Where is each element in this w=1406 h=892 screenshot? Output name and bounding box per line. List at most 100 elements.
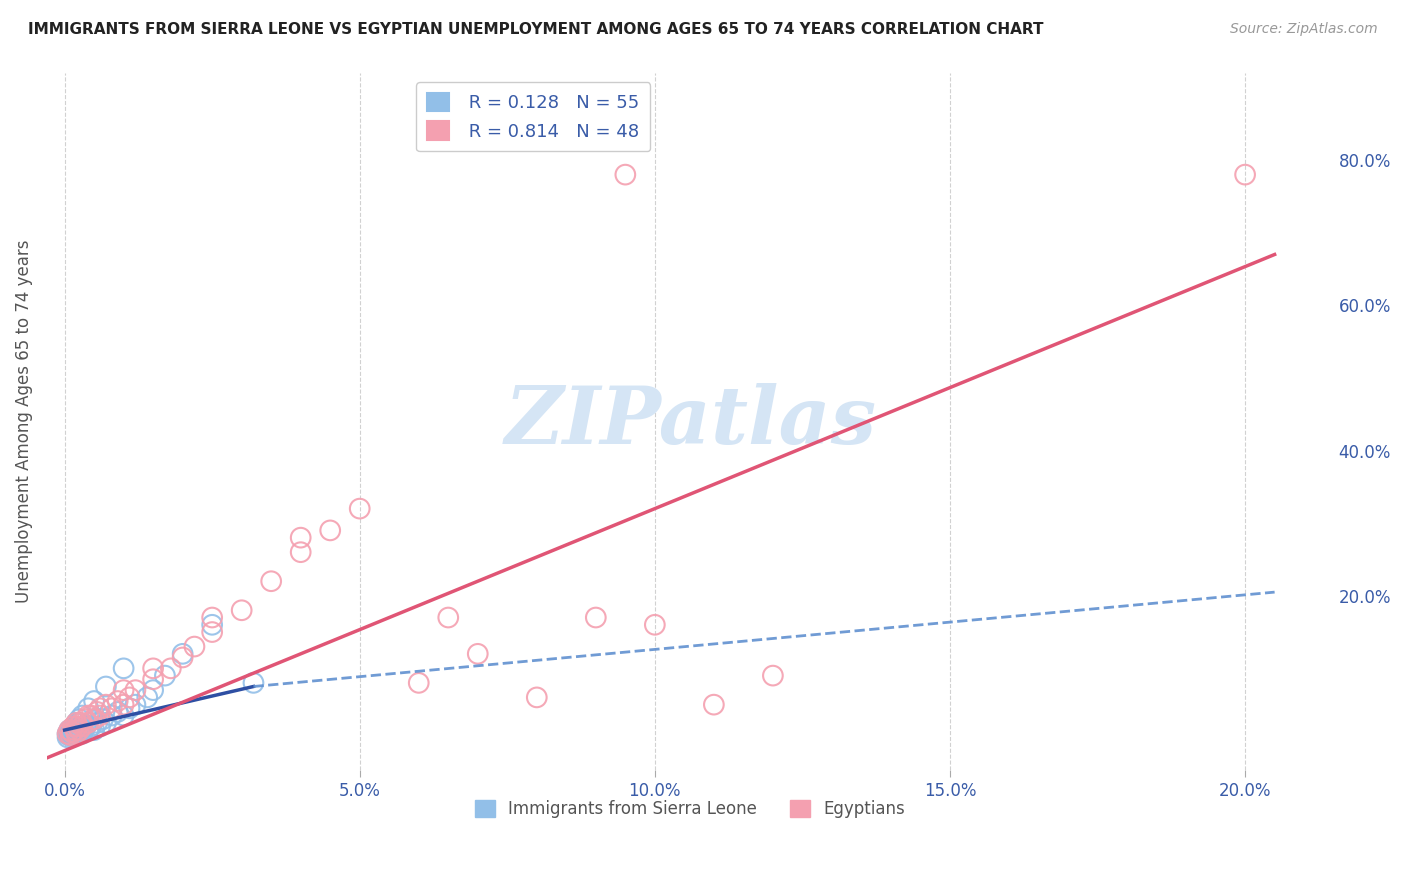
Point <box>56 728 79 742</box>
Point <box>63 727 86 741</box>
Point <box>142 672 165 686</box>
Point <box>83 712 105 726</box>
Point <box>1234 168 1257 182</box>
Point <box>80 708 103 723</box>
Point <box>112 708 135 723</box>
Point <box>65 719 87 733</box>
Point <box>58 727 80 741</box>
Point <box>91 712 114 726</box>
Y-axis label: Unemployment Among Ages 65 to 74 years: Unemployment Among Ages 65 to 74 years <box>15 240 32 603</box>
Point <box>60 725 83 739</box>
Point <box>67 715 90 730</box>
Point <box>703 698 725 712</box>
Point <box>118 701 141 715</box>
Point <box>58 725 80 739</box>
Point <box>75 712 97 726</box>
Point <box>94 680 117 694</box>
Point <box>59 723 82 737</box>
Point <box>62 723 84 737</box>
Point <box>408 676 430 690</box>
Point <box>242 676 264 690</box>
Point <box>58 723 80 737</box>
Point <box>70 715 93 730</box>
Point <box>437 610 460 624</box>
Point <box>94 698 117 712</box>
Point <box>124 683 146 698</box>
Point <box>56 727 79 741</box>
Point <box>62 719 84 733</box>
Point <box>56 731 79 745</box>
Point <box>101 701 124 715</box>
Point <box>260 574 283 589</box>
Point <box>160 661 183 675</box>
Point <box>83 723 105 737</box>
Point <box>59 728 82 742</box>
Point <box>94 715 117 730</box>
Legend: Immigrants from Sierra Leone, Egyptians: Immigrants from Sierra Leone, Egyptians <box>468 793 912 824</box>
Point <box>59 728 82 742</box>
Point <box>112 661 135 675</box>
Point <box>136 690 159 705</box>
Point <box>72 723 94 737</box>
Point <box>201 610 224 624</box>
Point <box>231 603 253 617</box>
Text: ZIPatlas: ZIPatlas <box>505 383 876 460</box>
Point <box>112 683 135 698</box>
Point <box>66 719 89 733</box>
Point <box>60 725 83 739</box>
Point <box>153 668 176 682</box>
Point <box>70 723 93 737</box>
Point <box>65 715 87 730</box>
Point <box>65 727 87 741</box>
Point <box>58 723 80 737</box>
Point <box>65 715 87 730</box>
Point <box>172 647 194 661</box>
Point <box>77 723 100 737</box>
Point <box>526 690 548 705</box>
Point <box>142 683 165 698</box>
Point <box>124 698 146 712</box>
Point <box>183 640 205 654</box>
Point <box>614 168 637 182</box>
Point <box>118 690 141 705</box>
Point <box>59 728 82 742</box>
Point <box>89 708 111 723</box>
Point <box>89 719 111 733</box>
Point <box>83 712 105 726</box>
Point <box>349 501 371 516</box>
Point <box>63 721 86 735</box>
Text: Source: ZipAtlas.com: Source: ZipAtlas.com <box>1230 22 1378 37</box>
Point <box>80 719 103 733</box>
Point <box>72 727 94 741</box>
Point <box>107 694 129 708</box>
Point <box>72 719 94 733</box>
Point <box>172 650 194 665</box>
Point <box>67 723 90 737</box>
Point <box>201 617 224 632</box>
Point <box>290 531 312 545</box>
Point <box>86 705 108 719</box>
Point <box>67 725 90 739</box>
Point <box>83 694 105 708</box>
Point <box>112 698 135 712</box>
Point <box>290 545 312 559</box>
Point <box>201 625 224 640</box>
Point <box>60 725 83 739</box>
Point <box>77 701 100 715</box>
Point <box>62 721 84 735</box>
Point <box>585 610 607 624</box>
Point <box>72 708 94 723</box>
Point <box>762 668 785 682</box>
Point <box>56 727 79 741</box>
Point <box>66 727 89 741</box>
Point <box>77 708 100 723</box>
Point <box>72 719 94 733</box>
Point <box>60 727 83 741</box>
Point <box>63 723 86 737</box>
Point <box>319 524 342 538</box>
Point <box>77 715 100 730</box>
Point <box>467 647 489 661</box>
Text: IMMIGRANTS FROM SIERRA LEONE VS EGYPTIAN UNEMPLOYMENT AMONG AGES 65 TO 74 YEARS : IMMIGRANTS FROM SIERRA LEONE VS EGYPTIAN… <box>28 22 1043 37</box>
Point <box>644 617 666 632</box>
Point <box>101 708 124 723</box>
